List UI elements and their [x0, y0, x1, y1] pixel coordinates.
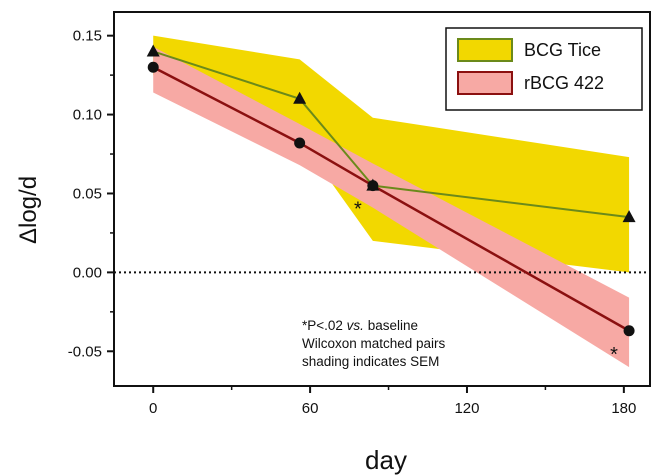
y-tick-label: 0.05	[73, 185, 102, 202]
sem-band-rbcg-422	[153, 46, 630, 368]
data-point-rbcg-422	[294, 137, 306, 149]
annotation-line-3: shading indicates SEM	[302, 354, 439, 369]
annotation-line-1: *P<.02 vs. baseline	[302, 318, 418, 333]
legend-swatch-bcg-tice	[457, 38, 513, 62]
plot-frame	[113, 11, 651, 387]
data-point-bcg-tice	[146, 44, 160, 57]
series-markers	[146, 44, 636, 337]
legend: BCG Tice rBCG 422	[445, 27, 643, 111]
series-lines	[152, 50, 630, 332]
significance-markers: **	[354, 199, 618, 366]
significance-star: *	[610, 344, 618, 366]
legend-label-bcg-tice: BCG Tice	[524, 40, 601, 60]
series-line-bcg-tice	[152, 50, 630, 219]
sem-bands	[153, 35, 630, 368]
significance-star: *	[354, 199, 362, 221]
sem-band-bcg-tice	[153, 35, 630, 273]
data-point-bcg-tice	[293, 91, 307, 104]
x-axis-title: day	[365, 445, 407, 475]
data-point-rbcg-422	[367, 180, 379, 192]
y-tick-label: 0.00	[73, 264, 102, 281]
annotation-line-2: Wilcoxon matched pairs	[302, 336, 446, 351]
legend-label-rbcg-422: rBCG 422	[524, 73, 604, 93]
x-tick-label: 120	[454, 400, 479, 417]
series-line-rbcg-422	[152, 66, 630, 332]
annotation-note: *P<.02 vs. baseline Wilcoxon matched pai…	[302, 318, 446, 369]
y-tick-label: 0.15	[73, 28, 102, 45]
x-tick-label: 0	[149, 400, 157, 417]
x-tick-label: 180	[611, 400, 636, 417]
legend-swatch-rbcg-422	[457, 71, 513, 95]
y-tick-label: -0.05	[68, 343, 102, 360]
y-axis-title: Δlog/d	[15, 176, 42, 244]
y-tick-label: 0.10	[73, 107, 102, 124]
x-axis-ticks: 0 60 120 180	[149, 386, 636, 417]
x-tick-label: 60	[302, 400, 319, 417]
data-point-rbcg-422	[623, 325, 635, 337]
y-axis-ticks: -0.05 0.00 0.05 0.10 0.15	[68, 28, 114, 360]
data-point-rbcg-422	[147, 61, 159, 73]
data-point-bcg-tice	[622, 210, 636, 223]
